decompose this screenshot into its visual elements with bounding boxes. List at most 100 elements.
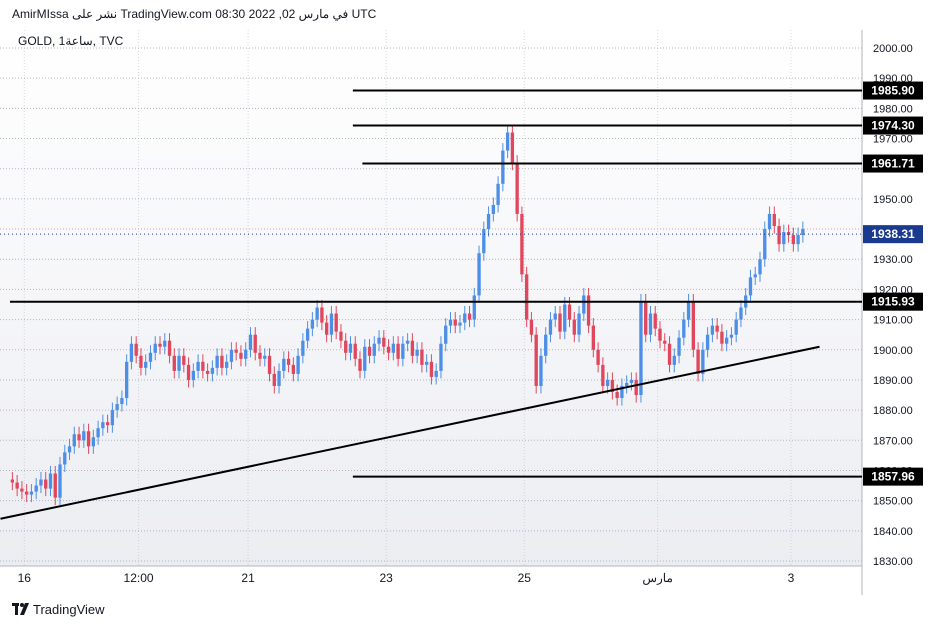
publish-bar: AmirMIssa نشر على TradingView.com في مار… [0,0,938,30]
time-tick-label: 23 [380,571,394,585]
candle-body [639,301,643,396]
candle-body [467,313,472,320]
time-tick-label: 3 [788,571,795,585]
grid-lines [0,30,862,566]
candle-body [601,364,605,386]
candle-body [286,358,291,365]
level-price-label: 1915.93 [871,295,915,309]
candle-body [658,328,662,341]
candle-body [58,464,62,498]
candle-body [310,319,315,329]
candle-body [410,340,415,356]
candle-body [367,346,372,356]
candle-body [305,328,310,341]
level-price-tag [863,467,923,486]
candle-body [453,319,457,326]
candle-body [296,355,300,374]
candle-body [691,301,695,350]
symbol-legend: GOLD, 1ساعة, TVC [18,34,124,48]
candle-body [553,313,557,320]
candle-body [372,343,376,356]
candle-body [153,343,157,353]
candle-body [215,355,219,368]
candle-body [53,473,57,498]
candle-body [505,132,510,151]
candle-body [186,364,191,380]
candle-body [572,319,576,335]
candle-body [39,479,43,486]
candle-body [734,319,738,335]
candle-body [144,361,148,368]
candle-body [629,379,634,383]
candle-body [767,213,772,230]
trendline [0,345,820,520]
candle-body [10,479,15,483]
candle-body [801,229,805,236]
candle-body [682,319,686,338]
candle-body [82,431,86,441]
candle-body [720,331,724,344]
candle-body [263,355,267,359]
candle-body [244,349,248,359]
candle-body [753,274,757,278]
price-chart[interactable]: 2000.001990.001980.001970.001960.001950.… [0,30,938,595]
candle-body [334,313,338,332]
candle-body [401,343,405,359]
candle-body [796,235,800,245]
time-tick-label: 21 [241,571,255,585]
candle-body [77,434,81,441]
price-tick-label: 1890.00 [873,375,913,387]
price-tick-label: 1840.00 [873,526,913,538]
time-axis[interactable]: 16 12:00 21 23 25 مارس 3 [18,571,795,585]
candle-body [320,307,324,323]
candle-body [763,229,767,260]
candle-body [29,491,34,495]
candle-body [710,325,715,335]
candle-body [644,301,648,335]
candle-body [34,485,38,492]
candle-body [344,340,348,353]
candle-body [148,352,153,362]
candle-body [620,385,624,399]
candle-body [725,337,729,344]
price-tick-label: 2000.00 [873,43,913,55]
candle-body [786,232,791,236]
candle-body [663,340,667,344]
candle-body [291,364,295,374]
chart-area[interactable]: 2000.001990.001980.001970.001960.001950.… [0,30,938,595]
candle-body [96,428,100,438]
candle-body [486,213,491,230]
candle-body [158,343,162,347]
candle-body [253,334,257,353]
tradingview-logo-icon [12,603,29,615]
candle-body [567,304,572,320]
candle-body [210,367,215,374]
candle-body [777,226,781,245]
publish-info: AmirMIssa نشر على TradingView.com في مار… [12,7,377,21]
price-tick-label: 1870.00 [873,435,913,447]
candle-body [348,343,353,353]
candle-body [239,352,243,359]
candle-body [115,404,119,411]
candle-body [444,325,448,344]
candle-body [67,446,72,453]
candle-body [20,488,24,492]
candle-body [525,274,529,320]
candle-body [225,361,229,368]
candle-body [167,340,172,356]
candle-body [25,491,29,495]
candle-body [634,379,638,396]
candle-body [272,373,276,386]
candle-body [672,355,676,365]
candle-body [582,295,586,314]
candle-body [105,422,110,426]
candle-body [439,343,443,371]
candle-body [382,337,386,347]
level-price-tag [863,116,923,135]
candle-body [548,319,553,335]
price-tick-label: 1970.00 [873,134,913,146]
candle-body [277,370,281,386]
candle-body [701,349,705,374]
current-price-tag [863,225,923,244]
candle-body [715,325,719,332]
